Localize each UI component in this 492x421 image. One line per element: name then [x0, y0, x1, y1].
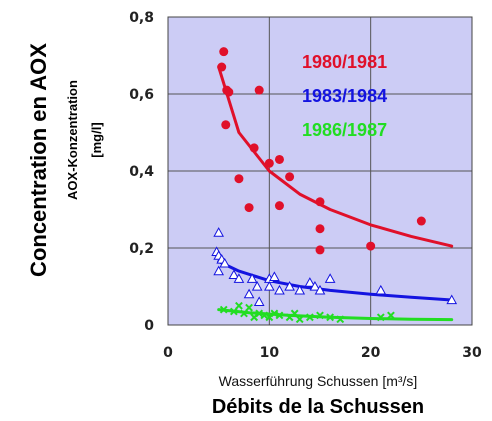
data-point: [314, 284, 326, 295]
data-point: [285, 172, 295, 182]
data-point: [213, 265, 225, 276]
data-point: [375, 284, 387, 295]
data-point: [235, 301, 243, 310]
legend: 1980/1981 1983/1984 1986/1987: [302, 52, 387, 140]
y-tick-label: 0: [144, 318, 154, 334]
x-axis-label-fr: Débits de la Schussen: [212, 396, 424, 418]
data-point: [240, 309, 248, 318]
data-point: [234, 174, 244, 184]
data-point: [270, 309, 279, 318]
data-point: [219, 257, 231, 268]
data-point: [228, 269, 240, 280]
outer-y-axis-label: Concentration en AOX: [26, 43, 51, 277]
legend-entry: 1983/1984: [302, 86, 387, 106]
data-point: [376, 313, 385, 322]
data-point: [324, 273, 336, 283]
data-point: [446, 294, 458, 305]
legend-entry: 1986/1987: [302, 120, 387, 140]
x-tick-labels: 0 10 20 30: [163, 345, 482, 361]
data-point: [249, 143, 259, 153]
data-point: [274, 284, 285, 295]
data-point: [387, 311, 395, 320]
data-point: [264, 158, 274, 168]
data-point: [219, 305, 228, 314]
data-point: [217, 62, 227, 72]
legend-entry: 1980/1981: [302, 52, 387, 72]
data-point: [326, 313, 335, 322]
x-tick-label: 20: [361, 345, 381, 361]
data-point: [305, 313, 314, 322]
data-point: [274, 154, 284, 164]
data-point: [269, 271, 280, 281]
y-axis-unit-label: [mg/l]: [89, 122, 104, 157]
data-point: [315, 224, 325, 234]
x-tick-label: 10: [260, 345, 280, 361]
data-point: [295, 315, 304, 324]
data-point: [274, 201, 284, 211]
trend-line: [217, 65, 454, 248]
y-tick-label: 0,2: [129, 241, 154, 257]
data-point: [309, 280, 321, 291]
x-tick-label: 30: [462, 345, 482, 361]
data-point: [315, 197, 325, 207]
data-point: [336, 315, 345, 324]
x-axis-label: Wasserführung Schussen [m³/s]: [219, 373, 418, 389]
data-point: [366, 241, 376, 251]
data-point: [255, 309, 264, 318]
data-point: [290, 309, 299, 318]
data-point: [229, 307, 238, 316]
data-point: [316, 311, 324, 320]
data-point: [416, 216, 426, 226]
data-point: [315, 245, 325, 255]
data-point: [254, 85, 264, 95]
y-tick-labels: 0 0,2 0,4 0,6 0,8: [129, 10, 154, 334]
data-point: [245, 303, 253, 312]
y-tick-label: 0,8: [129, 10, 154, 26]
data-point: [263, 280, 275, 291]
data-point: [304, 277, 316, 287]
y-tick-label: 0,4: [129, 164, 154, 180]
data-point: [244, 203, 254, 213]
data-point: [275, 311, 284, 320]
data-point: [224, 87, 234, 97]
y-axis-label: AOX-Konzentration: [65, 80, 80, 200]
data-point: [243, 288, 255, 299]
data-point: [251, 280, 263, 291]
data-point: [219, 47, 229, 57]
data-point: [233, 273, 245, 283]
data-point: [253, 296, 265, 306]
y-tick-label: 0,6: [129, 87, 154, 103]
plot-frame: [167, 16, 473, 326]
data-point: [221, 120, 231, 130]
x-tick-label: 0: [163, 345, 173, 361]
data-point: [294, 284, 306, 295]
data-point: [246, 273, 258, 283]
data-point: [284, 280, 295, 291]
data-point: [213, 227, 225, 237]
data-points: [211, 47, 458, 324]
data-point: [260, 311, 269, 320]
